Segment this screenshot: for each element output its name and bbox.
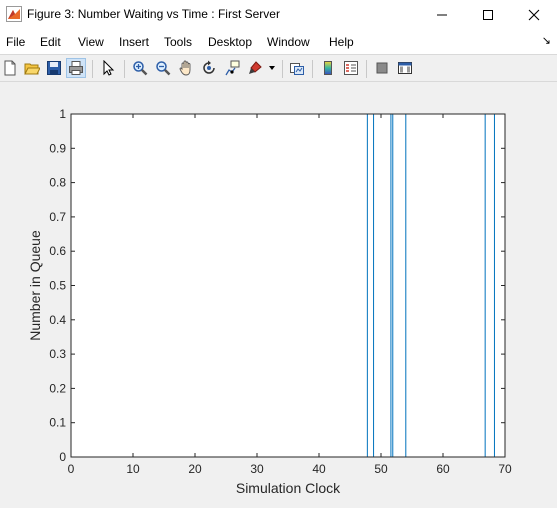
link-plot-icon: [290, 63, 304, 75]
hide-plot-tools-icon: [376, 62, 388, 74]
pan-hand-icon: [179, 60, 191, 76]
rotate-3d-icon: [203, 60, 215, 74]
y-tick-label: 0.3: [49, 347, 66, 361]
maximize-button[interactable]: [465, 0, 511, 30]
rotate-3d-button[interactable]: [199, 58, 219, 78]
x-tick-label: 20: [188, 462, 202, 476]
y-tick-label: 0.5: [49, 279, 66, 293]
data-cursor-button[interactable]: [222, 58, 242, 78]
y-tick-label: 0.4: [49, 313, 66, 327]
x-tick-label: 0: [68, 462, 75, 476]
edit-plot-button[interactable]: [98, 58, 118, 78]
maximize-icon: [483, 10, 493, 20]
open-file-icon: [24, 63, 40, 75]
legend-button[interactable]: [341, 58, 361, 78]
hide-plot-tools-button[interactable]: [372, 58, 392, 78]
zoom-in-icon: [133, 61, 148, 76]
menu-edit[interactable]: Edit: [40, 35, 61, 49]
toolbar-separator: [92, 60, 93, 78]
menu-desktop[interactable]: Desktop: [208, 35, 253, 49]
chevron-down-icon: [269, 66, 275, 70]
y-tick-label: 0: [59, 450, 66, 464]
toolbar-separator: [282, 60, 283, 78]
minimize-button[interactable]: [419, 0, 465, 30]
x-tick-label: 70: [498, 462, 512, 476]
zoom-out-icon: [156, 61, 171, 76]
menu-bar: File Edit View Insert Tools Desktop Wind…: [0, 30, 557, 54]
window-title: Figure 3: Number Waiting vs Time : First…: [27, 7, 280, 21]
brush-button[interactable]: [245, 58, 265, 78]
new-figure-icon: [4, 60, 16, 76]
toolbar-separator: [366, 60, 367, 78]
x-tick-label: 30: [250, 462, 264, 476]
open-file-button[interactable]: [22, 58, 42, 78]
new-figure-button[interactable]: [0, 58, 20, 78]
pan-button[interactable]: [176, 58, 196, 78]
minimize-icon: [437, 14, 447, 16]
show-plot-tools-icon: [398, 62, 412, 74]
menu-insert[interactable]: Insert: [119, 35, 150, 49]
x-tick-label: 10: [126, 462, 140, 476]
x-axis-label: Simulation Clock: [236, 480, 341, 496]
menu-view[interactable]: View: [78, 35, 104, 49]
menu-help[interactable]: Help: [329, 35, 354, 49]
menu-file[interactable]: File: [6, 35, 26, 49]
y-axis-label: Number in Queue: [27, 230, 43, 341]
figure-canvas: 0 10 20 30 40 50 60 70 0 0.1 0.2 0.3 0.4 0.5 0.6 0.7 0.8…: [0, 82, 557, 503]
y-tick-label: 0.9: [49, 141, 66, 155]
brush-dropdown-button[interactable]: [266, 58, 278, 78]
x-tick-label: 60: [436, 462, 450, 476]
zoom-in-button[interactable]: [130, 58, 150, 78]
matlab-figure-icon: [6, 6, 22, 22]
link-plot-button[interactable]: [287, 58, 307, 78]
save-icon: [47, 61, 61, 75]
colorbar-button[interactable]: [318, 58, 338, 78]
y-tick-label: 0.7: [49, 210, 66, 224]
plot-layer: 0 10 20 30 40 50 60 70 0 0.1 0.2 0.3 0.4 0.5 0.6 0.7 0.8…: [27, 107, 512, 496]
edit-plot-pointer-icon: [103, 60, 115, 76]
colorbar-icon: [324, 61, 332, 75]
close-icon: [528, 9, 540, 21]
show-plot-tools-button[interactable]: [395, 58, 415, 78]
figure-toolbar: [0, 54, 557, 82]
dock-arrow-icon[interactable]: ↘: [541, 35, 551, 47]
x-tick-label: 50: [374, 462, 388, 476]
print-icon: [69, 61, 83, 75]
y-tick-label: 0.2: [49, 381, 66, 395]
toolbar-separator: [312, 60, 313, 78]
title-bar: Figure 3: Number Waiting vs Time : First…: [0, 0, 557, 30]
save-button[interactable]: [44, 58, 64, 78]
close-button[interactable]: [511, 0, 557, 30]
axes-background: [71, 114, 505, 457]
brush-icon: [249, 61, 262, 74]
menu-tools[interactable]: Tools: [164, 35, 193, 49]
zoom-out-button[interactable]: [153, 58, 173, 78]
legend-icon: [344, 61, 358, 75]
toolbar-separator: [124, 60, 125, 78]
data-cursor-icon: [225, 60, 240, 76]
y-tick-label: 1: [59, 107, 66, 121]
y-tick-label: 0.8: [49, 176, 66, 190]
x-tick-label: 40: [312, 462, 326, 476]
plot-svg: 0 10 20 30 40 50 60 70 0 0.1 0.2 0.3 0.4 0.5 0.6 0.7 0.8…: [27, 107, 512, 496]
y-tick-label: 0.1: [49, 416, 66, 430]
print-button[interactable]: [66, 58, 86, 78]
y-tick-label: 0.6: [49, 244, 66, 258]
menu-window[interactable]: Window: [267, 35, 310, 49]
